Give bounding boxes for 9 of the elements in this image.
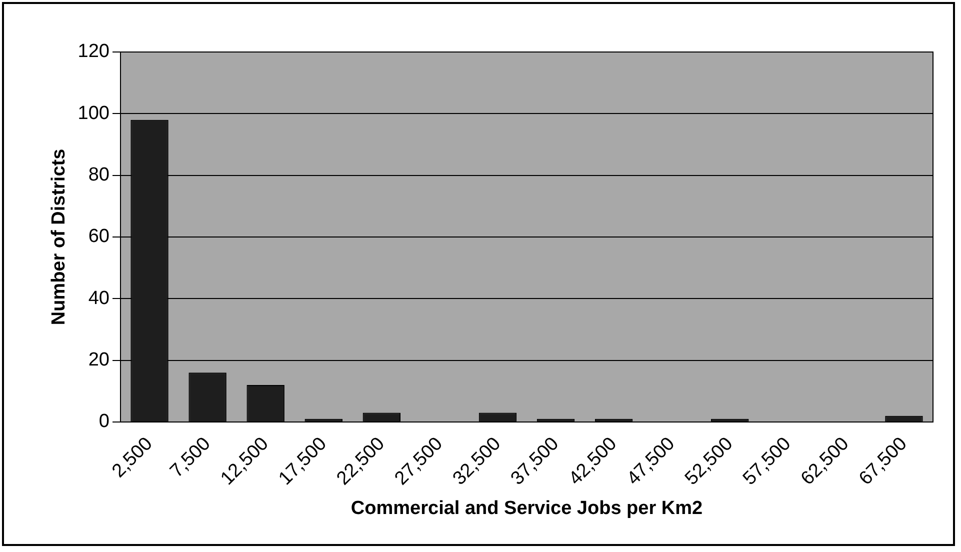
y-tick-label: 120 (78, 41, 110, 62)
y-tick-label: 0 (98, 411, 110, 432)
x-axis-title: Commercial and Service Jobs per Km2 (350, 498, 703, 519)
y-axis-title: Number of Districts (48, 148, 70, 326)
y-tick-label: 100 (78, 102, 110, 124)
y-tick-label: 40 (88, 288, 110, 309)
y-tick-label: 20 (88, 350, 110, 371)
y-tick-label: 60 (88, 226, 110, 248)
y-tick-label: 80 (88, 164, 110, 186)
